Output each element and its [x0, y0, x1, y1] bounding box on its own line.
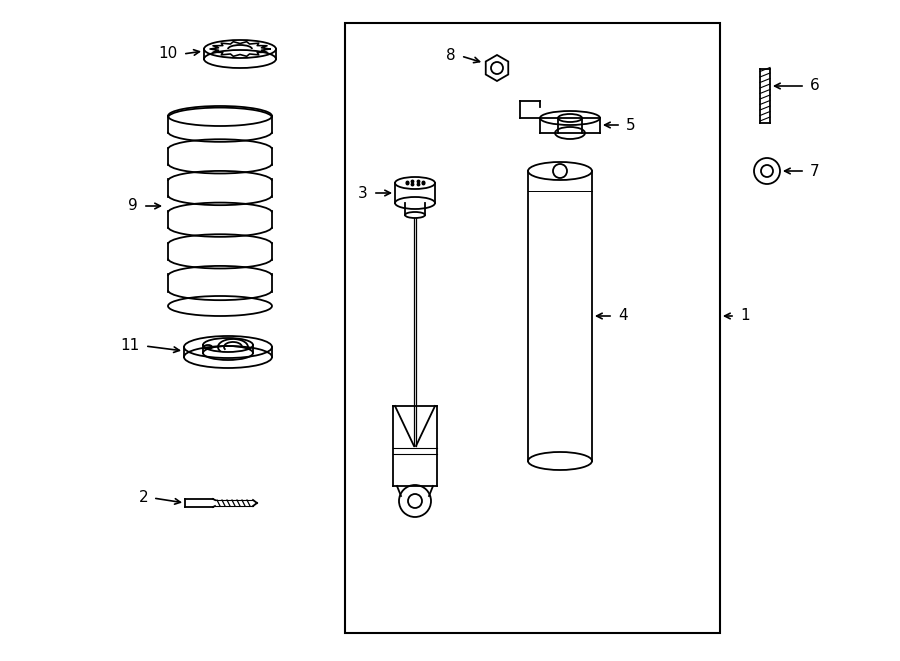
Text: 11: 11 — [121, 338, 140, 354]
Text: 1: 1 — [740, 309, 750, 323]
Bar — [345, 23, 720, 633]
Text: 7: 7 — [810, 163, 820, 178]
Text: 6: 6 — [810, 79, 820, 93]
Text: 8: 8 — [446, 48, 456, 63]
Polygon shape — [486, 55, 508, 81]
Text: 9: 9 — [128, 198, 138, 214]
Text: 2: 2 — [139, 490, 148, 506]
Text: 3: 3 — [358, 186, 368, 200]
Text: 10: 10 — [158, 46, 178, 61]
Text: 4: 4 — [618, 309, 627, 323]
Text: 5: 5 — [626, 118, 635, 132]
